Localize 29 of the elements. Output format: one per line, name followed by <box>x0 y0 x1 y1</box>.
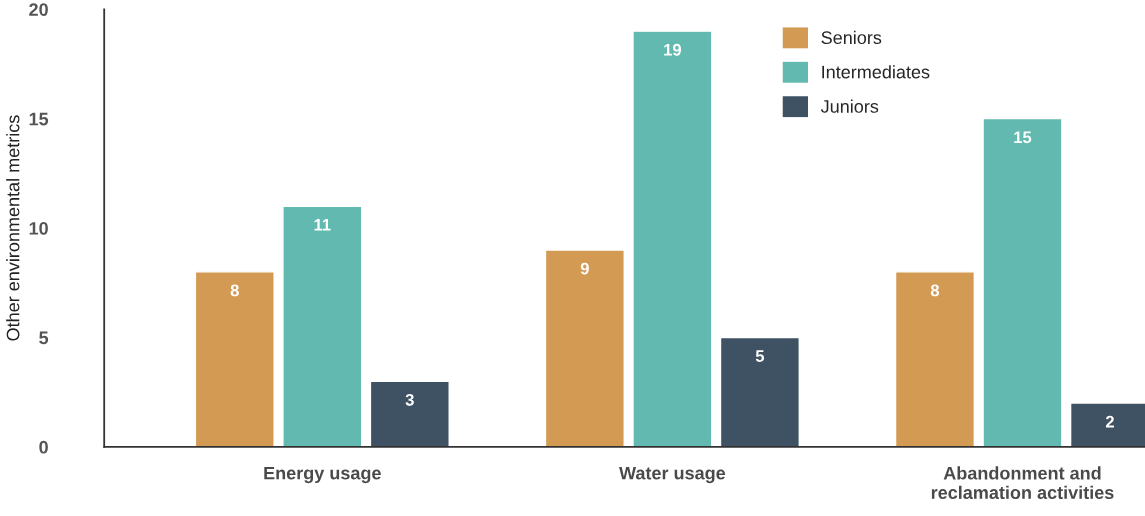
y-tick-label: 10 <box>29 222 48 235</box>
bar <box>282 205 363 447</box>
data-label: 11 <box>314 219 331 231</box>
y-tick-label: 0 <box>39 440 48 454</box>
x-tick-label: Energy usage <box>264 466 381 484</box>
bar <box>719 336 800 447</box>
data-label: 19 <box>664 43 682 56</box>
y-tick-label: 5 <box>39 331 49 345</box>
data-label: 8 <box>930 284 940 297</box>
data-label: 3 <box>405 393 414 406</box>
y-tick-label: 15 <box>29 112 49 126</box>
bar <box>194 271 275 447</box>
x-tick-label: Abandonment and reclamation activities <box>931 466 1114 500</box>
bar <box>369 380 450 447</box>
y-axis-title: Other environmental metrics <box>6 115 20 341</box>
x-tick-label: Water usage <box>619 466 726 484</box>
bar <box>982 117 1063 447</box>
bar <box>894 271 976 447</box>
data-label: 15 <box>1014 131 1032 144</box>
bar <box>632 30 713 447</box>
legend-label: Juniors <box>820 99 879 113</box>
data-label: 9 <box>580 262 589 275</box>
legend-label: Seniors <box>821 30 882 45</box>
data-label: 2 <box>1105 415 1114 428</box>
bar <box>544 249 625 447</box>
y-tick-label: 20 <box>29 3 48 17</box>
legend-label: Intermediates <box>822 65 930 79</box>
data-label: 8 <box>230 284 239 297</box>
data-label: 5 <box>755 350 765 362</box>
